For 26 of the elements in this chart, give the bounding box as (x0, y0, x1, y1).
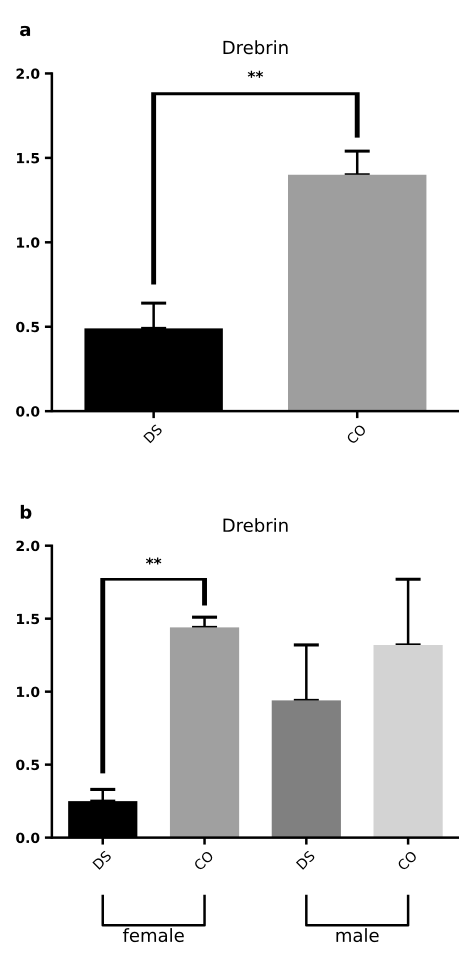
text: male (336, 928, 379, 942)
x-tick-label: CO (193, 850, 214, 872)
text: female (122, 928, 184, 942)
x-tick-label: CO (396, 850, 418, 872)
y-tick-label: 1.0 (17, 237, 40, 248)
x-tick-label: DS (296, 850, 316, 870)
annotation: ** (146, 557, 162, 565)
x-tick-label: CO (346, 424, 367, 445)
text: a (20, 26, 30, 36)
y-tick-label: 1.5 (17, 153, 40, 164)
text: b (20, 504, 32, 519)
y-tick-label: 1.5 (17, 614, 40, 624)
annotation: ** (248, 70, 264, 78)
y-tick-label: 0.5 (16, 760, 40, 770)
bar (374, 644, 443, 838)
x-tick-label: DS (92, 850, 112, 870)
y-tick-label: 2.0 (16, 68, 40, 79)
y-tick-label: 0.5 (16, 322, 40, 332)
bar (272, 700, 341, 838)
chart-title: Drebrin (224, 40, 288, 54)
chart-title: Drebrin (224, 518, 288, 532)
x-tick-label: DS (143, 424, 163, 444)
y-tick-label: 0.0 (16, 832, 40, 844)
y-tick-label: 1.0 (17, 686, 40, 698)
y-tick-label: 0.0 (16, 406, 40, 417)
y-tick-label: 2.0 (16, 540, 40, 552)
